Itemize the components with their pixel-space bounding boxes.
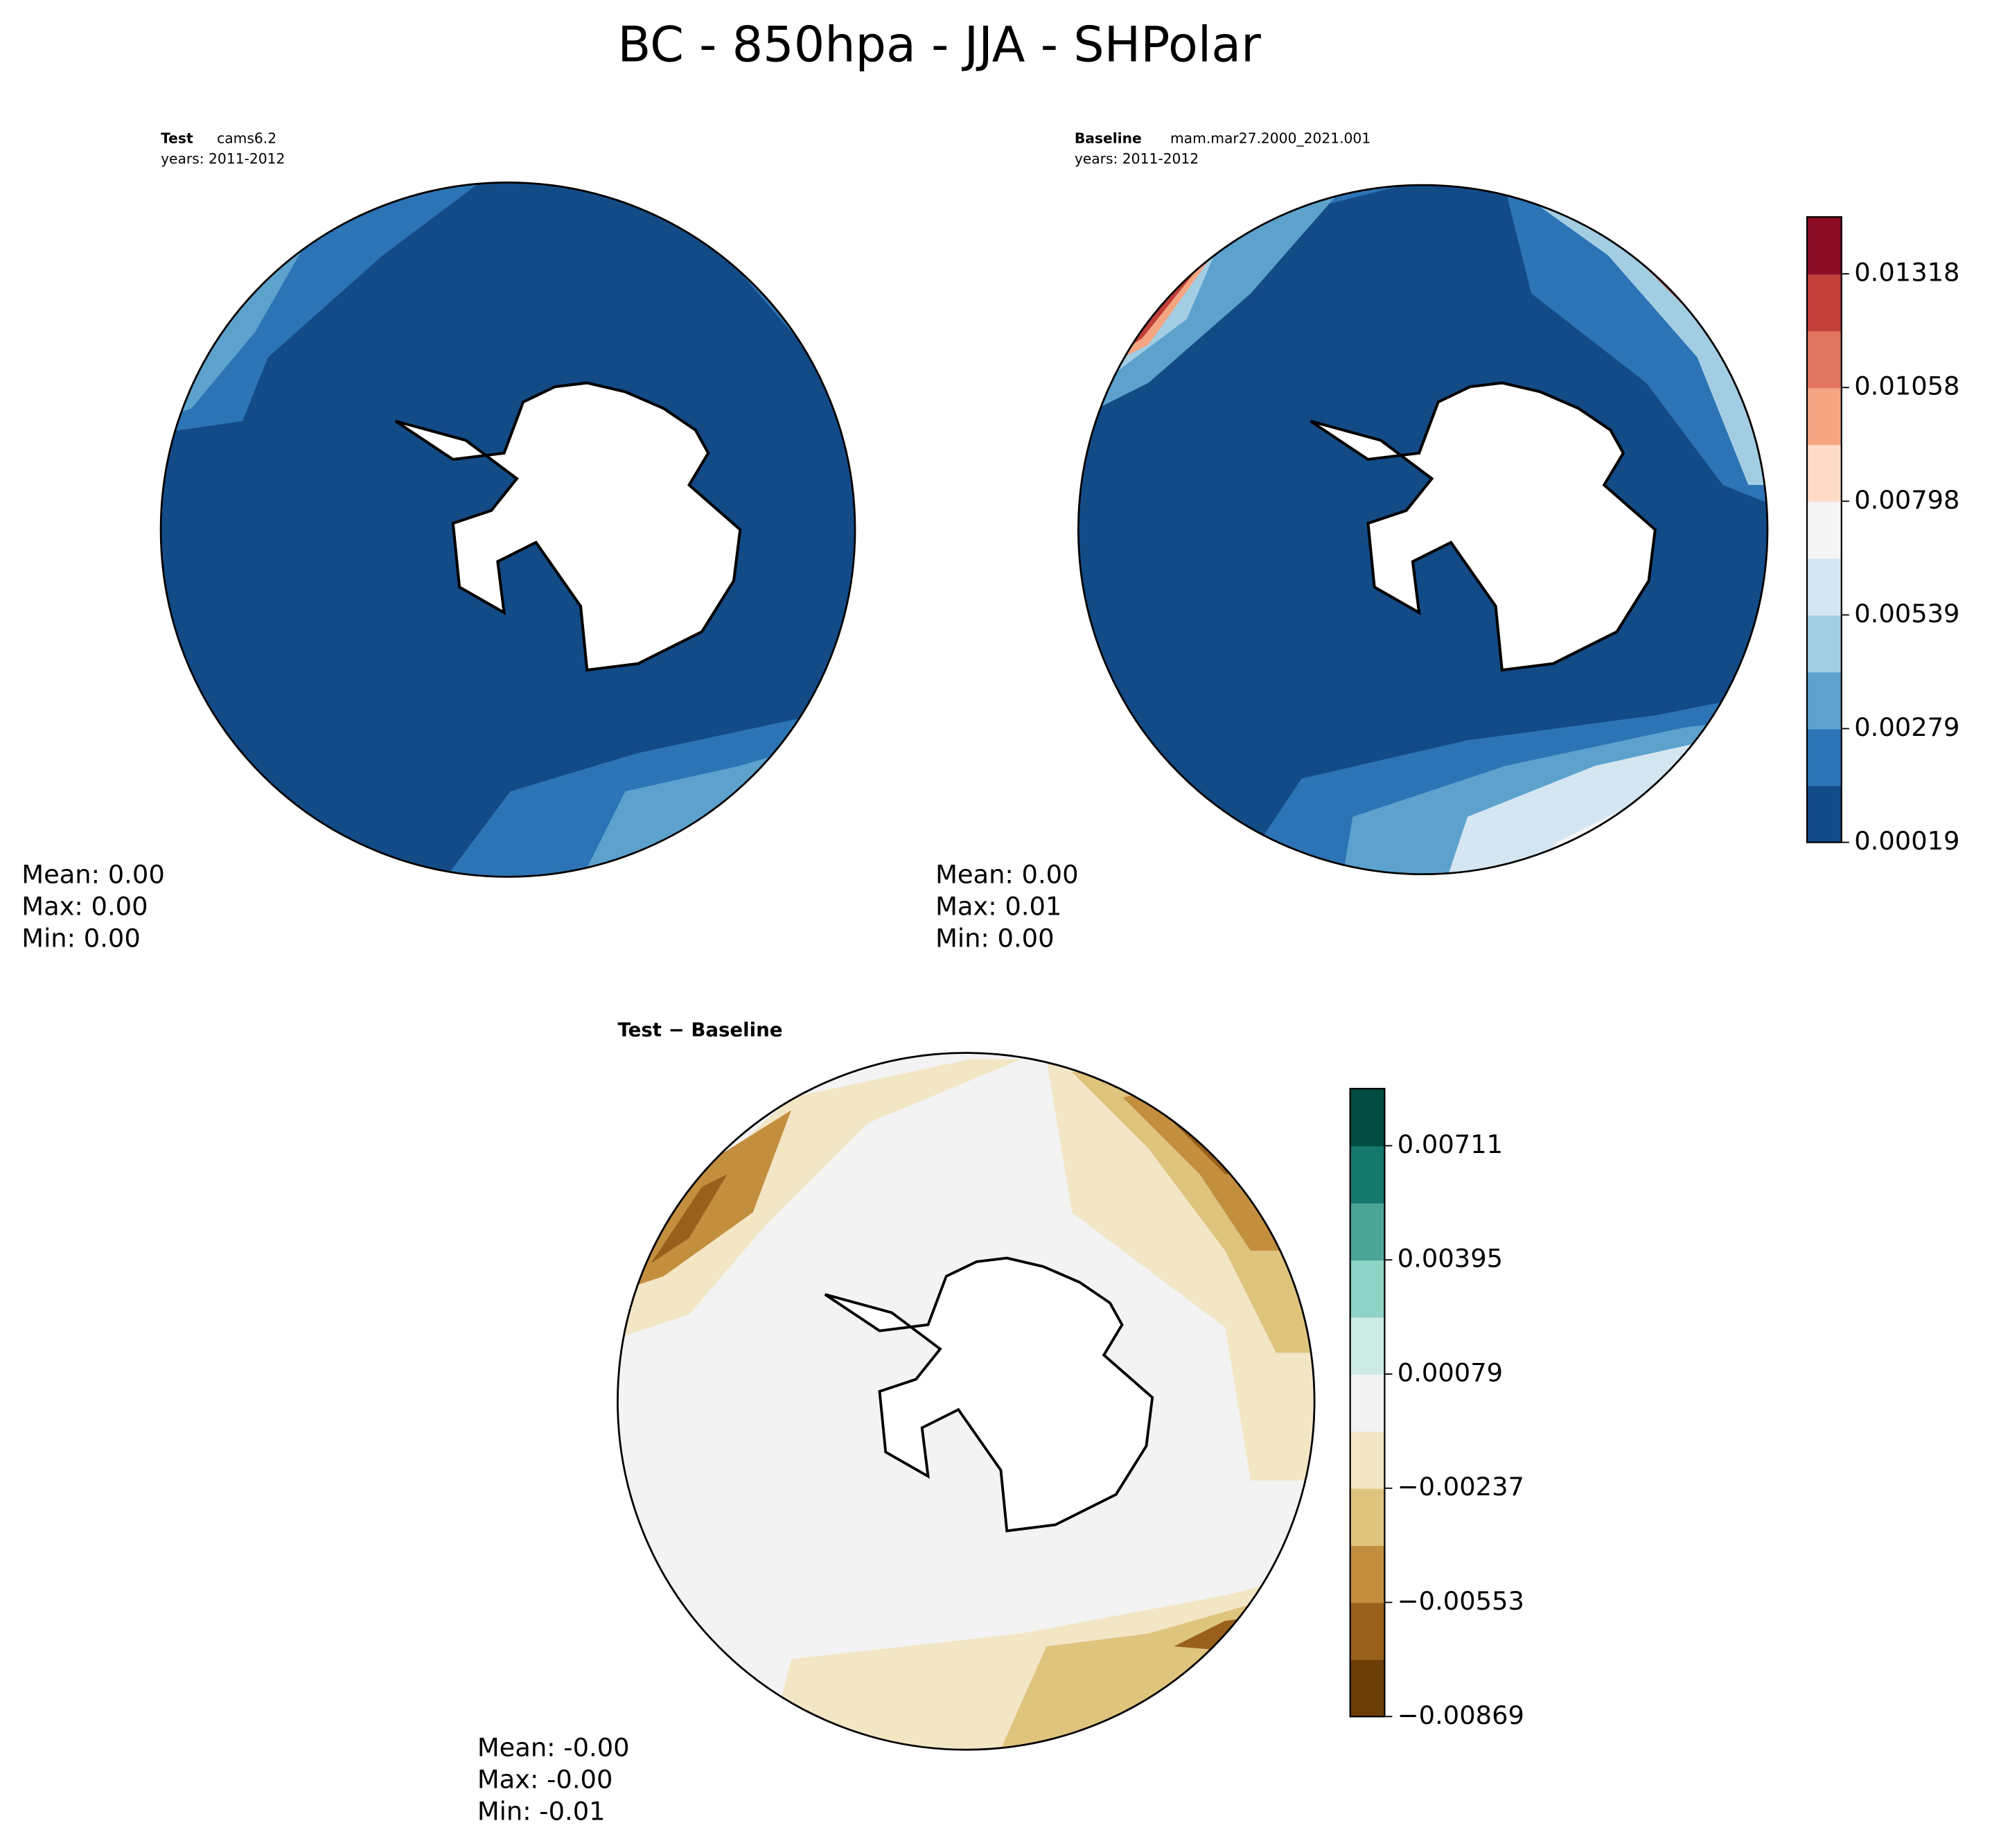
stat: Min: -0.01 [477, 1796, 606, 1826]
colorbar-frame [1349, 1087, 1386, 1718]
colorbar-tick-label: 0.01058 [1854, 371, 1959, 401]
colorbar-band [1807, 728, 1842, 786]
colorbar-band [1350, 1659, 1385, 1718]
stat: Max: -0.00 [477, 1764, 613, 1794]
colorbar-band [1350, 1317, 1385, 1375]
stat: Max: 0.01 [935, 892, 1061, 922]
colorbar-band [1807, 217, 1842, 275]
colorbar-band [1807, 331, 1842, 389]
panel-label: mam.mar27.2000_2021.001 [1170, 130, 1370, 146]
colorbar-band [1807, 558, 1842, 616]
colorbar-band [1350, 1089, 1385, 1147]
colorbar-band [1350, 1488, 1385, 1547]
stat: Min: 0.00 [935, 924, 1054, 953]
colorbar-band [1350, 1602, 1385, 1660]
colorbar-tick-label: −0.00869 [1398, 1700, 1524, 1730]
colorbar-band [1350, 1202, 1385, 1261]
colorbar-band [1807, 387, 1842, 446]
colorbar-band [1807, 671, 1842, 730]
colorbar-band [1807, 615, 1842, 673]
colorbar-band [1807, 444, 1842, 502]
colorbar-tick-label: 0.00798 [1854, 485, 1959, 515]
stat: Mean: 0.00 [21, 860, 164, 890]
map-border [617, 1052, 1316, 1751]
panel-label: Baseline [1075, 130, 1142, 146]
stat: Max: 0.00 [21, 892, 148, 922]
colorbar-band [1807, 785, 1842, 843]
panel-years: years: 2011-2012 [161, 150, 285, 167]
colorbar-band [1350, 1145, 1385, 1204]
colorbar-band [1350, 1373, 1385, 1432]
panel-label: Test [161, 130, 193, 146]
colorbar-tick-label: 0.00711 [1398, 1129, 1503, 1159]
panel-years: years: 2011-2012 [1075, 150, 1199, 167]
colorbar-frame [1806, 216, 1842, 843]
colorbar-tick-label: 0.00279 [1854, 712, 1959, 742]
colorbar-tick-label: −0.00237 [1398, 1472, 1524, 1502]
map-border [1077, 184, 1769, 876]
colorbar-band [1350, 1431, 1385, 1489]
stat: Mean: -0.00 [477, 1732, 630, 1762]
colorbar-tick-label: 0.01318 [1854, 258, 1959, 288]
stat: Mean: 0.00 [935, 860, 1078, 890]
stat: Min: 0.00 [21, 924, 140, 953]
colorbar-tick-label: 0.00539 [1854, 599, 1959, 628]
colorbar-tick-label: −0.00553 [1398, 1586, 1524, 1616]
colorbar-tick-label: 0.00395 [1398, 1244, 1503, 1274]
colorbar-tick-label: 0.00079 [1398, 1357, 1503, 1387]
colorbar-band [1350, 1260, 1385, 1318]
colorbar-tick-label: 0.00019 [1854, 826, 1959, 856]
panel-label: Test − Baseline [617, 1019, 782, 1041]
figure-title: BC - 850hpa - JJA - SHPolar [617, 16, 1261, 73]
colorbar-band [1807, 501, 1842, 559]
panel-label: cams6.2 [217, 130, 276, 146]
map-border [159, 182, 856, 878]
colorbar-band [1350, 1545, 1385, 1603]
colorbar-band [1807, 274, 1842, 332]
